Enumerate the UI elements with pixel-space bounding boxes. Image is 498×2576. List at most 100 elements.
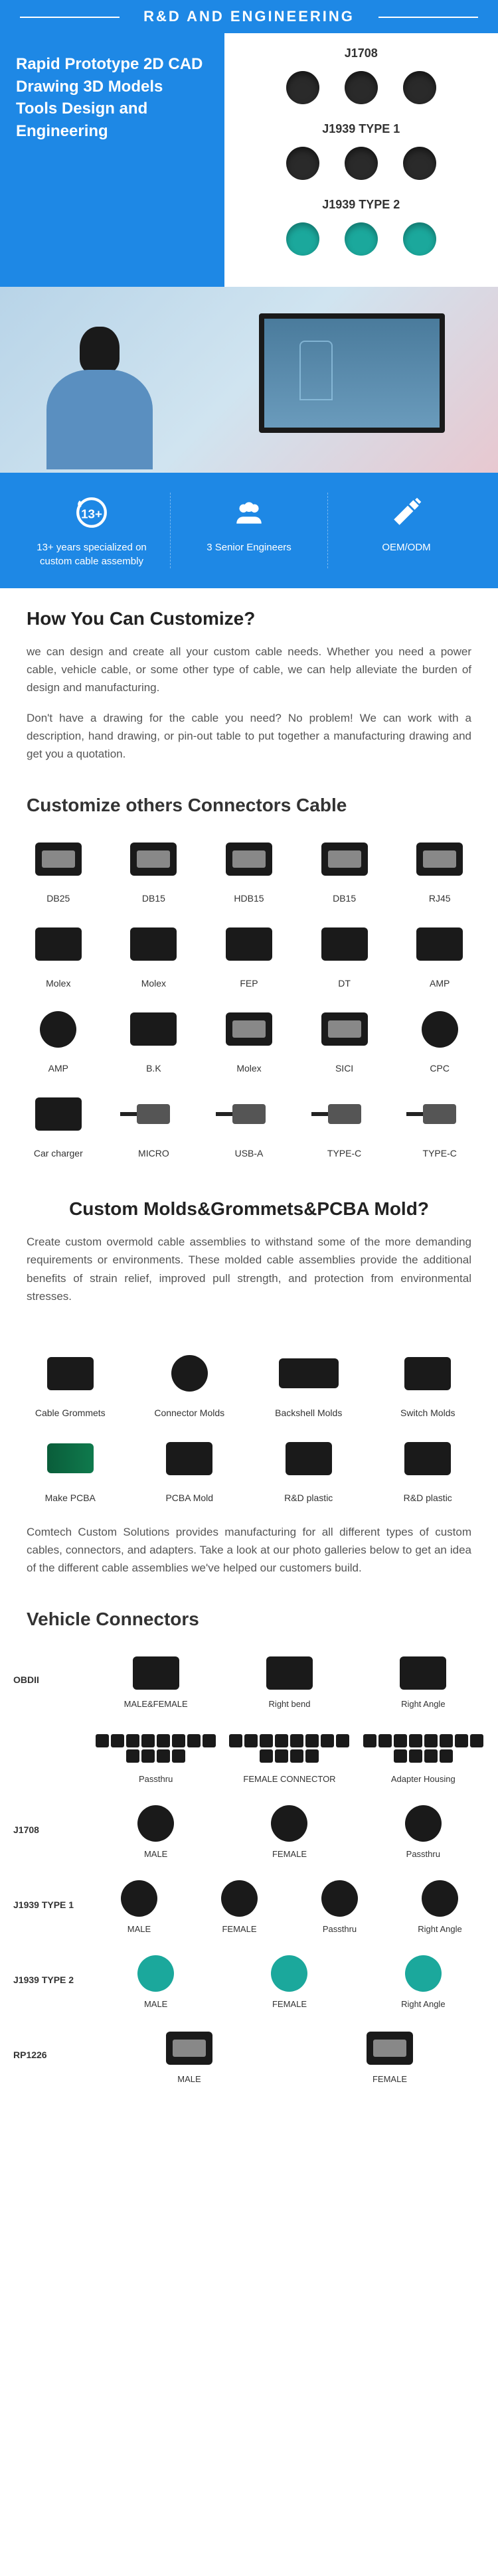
vehicle-label: FEMALE — [195, 1924, 284, 1934]
vehicle-label: MALE — [94, 1849, 217, 1859]
connector-label: RJ45 — [394, 893, 485, 904]
connector-label: TYPE-C — [299, 1148, 390, 1159]
connector-thumb — [13, 1084, 104, 1144]
connector-thumb — [204, 999, 294, 1059]
connector-thumb — [13, 914, 104, 974]
mold-thumb — [371, 1344, 485, 1404]
connector-item: HDB15 — [204, 829, 294, 904]
connector-thumb — [394, 829, 485, 889]
connector-thumb — [394, 1084, 485, 1144]
connector-thumb — [109, 829, 199, 889]
vehicle-label: Right Angle — [362, 1699, 485, 1709]
molds-p2: Comtech Custom Solutions provides manufa… — [27, 1523, 471, 1577]
molds-title: Custom Molds&Grommets&PCBA Mold? — [27, 1198, 471, 1220]
vehicle-label: MALE — [94, 2074, 284, 2084]
hero-connector-row: J1939 TYPE 1 — [231, 122, 492, 185]
team-icon — [229, 493, 269, 532]
stat-item: 13+13+ years specialized on custom cable… — [13, 493, 171, 568]
vehicle-item: MALE — [94, 1800, 217, 1859]
connectors-grid: DB25DB15HDB15DB15RJ45MolexMolexFEPDTAMPA… — [0, 823, 498, 1178]
vehicle-item: FEMALE — [228, 1950, 351, 2009]
vehicle-label: MALE — [94, 1999, 217, 2009]
connector-image — [393, 217, 446, 260]
connector-thumb — [109, 1084, 199, 1144]
vehicle-thumb — [94, 1650, 217, 1696]
mold-item: Connector Molds — [133, 1344, 247, 1418]
mold-label: Cable Grommets — [13, 1408, 127, 1418]
mold-item: PCBA Mold — [133, 1429, 247, 1503]
connector-thumb — [394, 999, 485, 1059]
connector-thumb — [204, 914, 294, 974]
connector-item: Molex — [109, 914, 199, 989]
vehicle-row: J1939 TYPE 2 MALE FEMALERight Angle — [13, 1950, 485, 2009]
connector-label: USB-A — [204, 1148, 294, 1159]
vehicle-item: FEMALE CONNECTOR — [228, 1725, 351, 1784]
molds-p1: Create custom overmold cable assemblies … — [27, 1233, 471, 1305]
hero-connector-label: J1708 — [231, 46, 492, 60]
vehicle-thumb — [362, 1725, 485, 1771]
connector-item: USB-A — [204, 1084, 294, 1159]
vehicle-item: Passthru — [362, 1800, 485, 1859]
mold-label: R&D plastic — [371, 1492, 485, 1503]
connector-label: MICRO — [109, 1148, 199, 1159]
connector-item: Molex — [204, 999, 294, 1074]
vehicle-thumb — [228, 1950, 351, 1996]
mold-thumb — [133, 1429, 247, 1489]
connector-item: MICRO — [109, 1084, 199, 1159]
mold-item: Backshell Molds — [252, 1344, 366, 1418]
svg-text:13+: 13+ — [81, 507, 102, 521]
connector-image — [335, 217, 388, 260]
customize-p1: we can design and create all your custom… — [27, 643, 471, 697]
connector-item: Car charger — [13, 1084, 104, 1159]
connector-thumb — [299, 829, 390, 889]
mold-label: Switch Molds — [371, 1408, 485, 1418]
connector-label: DB25 — [13, 893, 104, 904]
connector-thumb — [109, 914, 199, 974]
vehicle-label: Passthru — [94, 1774, 217, 1784]
connector-image — [335, 66, 388, 109]
vehicle-row-label: J1939 TYPE 2 — [13, 1974, 86, 1985]
connector-label: AMP — [394, 978, 485, 989]
connector-thumb — [204, 829, 294, 889]
vehicle-item: Right bend — [228, 1650, 351, 1709]
mold-item: R&D plastic — [371, 1429, 485, 1503]
molds-grid: Cable Grommets Connector MoldsBackshell M… — [0, 1337, 498, 1523]
connector-label: Molex — [13, 978, 104, 989]
vehicle-thumb — [94, 1725, 217, 1771]
vehicle-item: Passthru — [295, 1875, 384, 1934]
mold-thumb — [252, 1344, 366, 1404]
connector-label: AMP — [13, 1063, 104, 1074]
vehicle-thumb — [395, 1875, 485, 1921]
vehicle-thumb — [94, 1950, 217, 1996]
connector-item: RJ45 — [394, 829, 485, 904]
vehicle-thumb — [228, 1800, 351, 1846]
vehicle-item: Right Angle — [362, 1950, 485, 2009]
vehicle-thumb — [228, 1725, 351, 1771]
vehicle-item: FEMALE — [295, 2025, 485, 2084]
connector-item: DB15 — [299, 829, 390, 904]
vehicle-item: MALE&FEMALE — [94, 1650, 217, 1709]
stat-text: 3 Senior Engineers — [177, 540, 321, 554]
header-bar: R&D AND ENGINEERING — [0, 0, 498, 33]
connector-item: DT — [299, 914, 390, 989]
connector-image — [276, 217, 329, 260]
connector-item: FEP — [204, 914, 294, 989]
hero-connector-row: J1708 — [231, 46, 492, 109]
connector-thumb — [13, 829, 104, 889]
customize-p2: Don't have a drawing for the cable you n… — [27, 709, 471, 764]
vehicle-section: OBDIIMALE&FEMALERight bendRight AnglePas… — [0, 1643, 498, 2120]
vehicle-thumb — [362, 1950, 485, 1996]
connector-item: DB25 — [13, 829, 104, 904]
vehicle-label: Right bend — [228, 1699, 351, 1709]
connector-thumb — [299, 914, 390, 974]
connector-item: AMP — [13, 999, 104, 1074]
mold-thumb — [13, 1429, 127, 1489]
connector-thumb — [204, 1084, 294, 1144]
monitor — [259, 313, 445, 433]
vehicle-thumb — [295, 1875, 384, 1921]
vehicle-thumb — [94, 2025, 284, 2071]
vehicle-row: J1708MALEFEMALEPassthru — [13, 1800, 485, 1859]
connector-label: Molex — [109, 978, 199, 989]
customize-title: How You Can Customize? — [27, 608, 471, 629]
connector-item: CPC — [394, 999, 485, 1074]
